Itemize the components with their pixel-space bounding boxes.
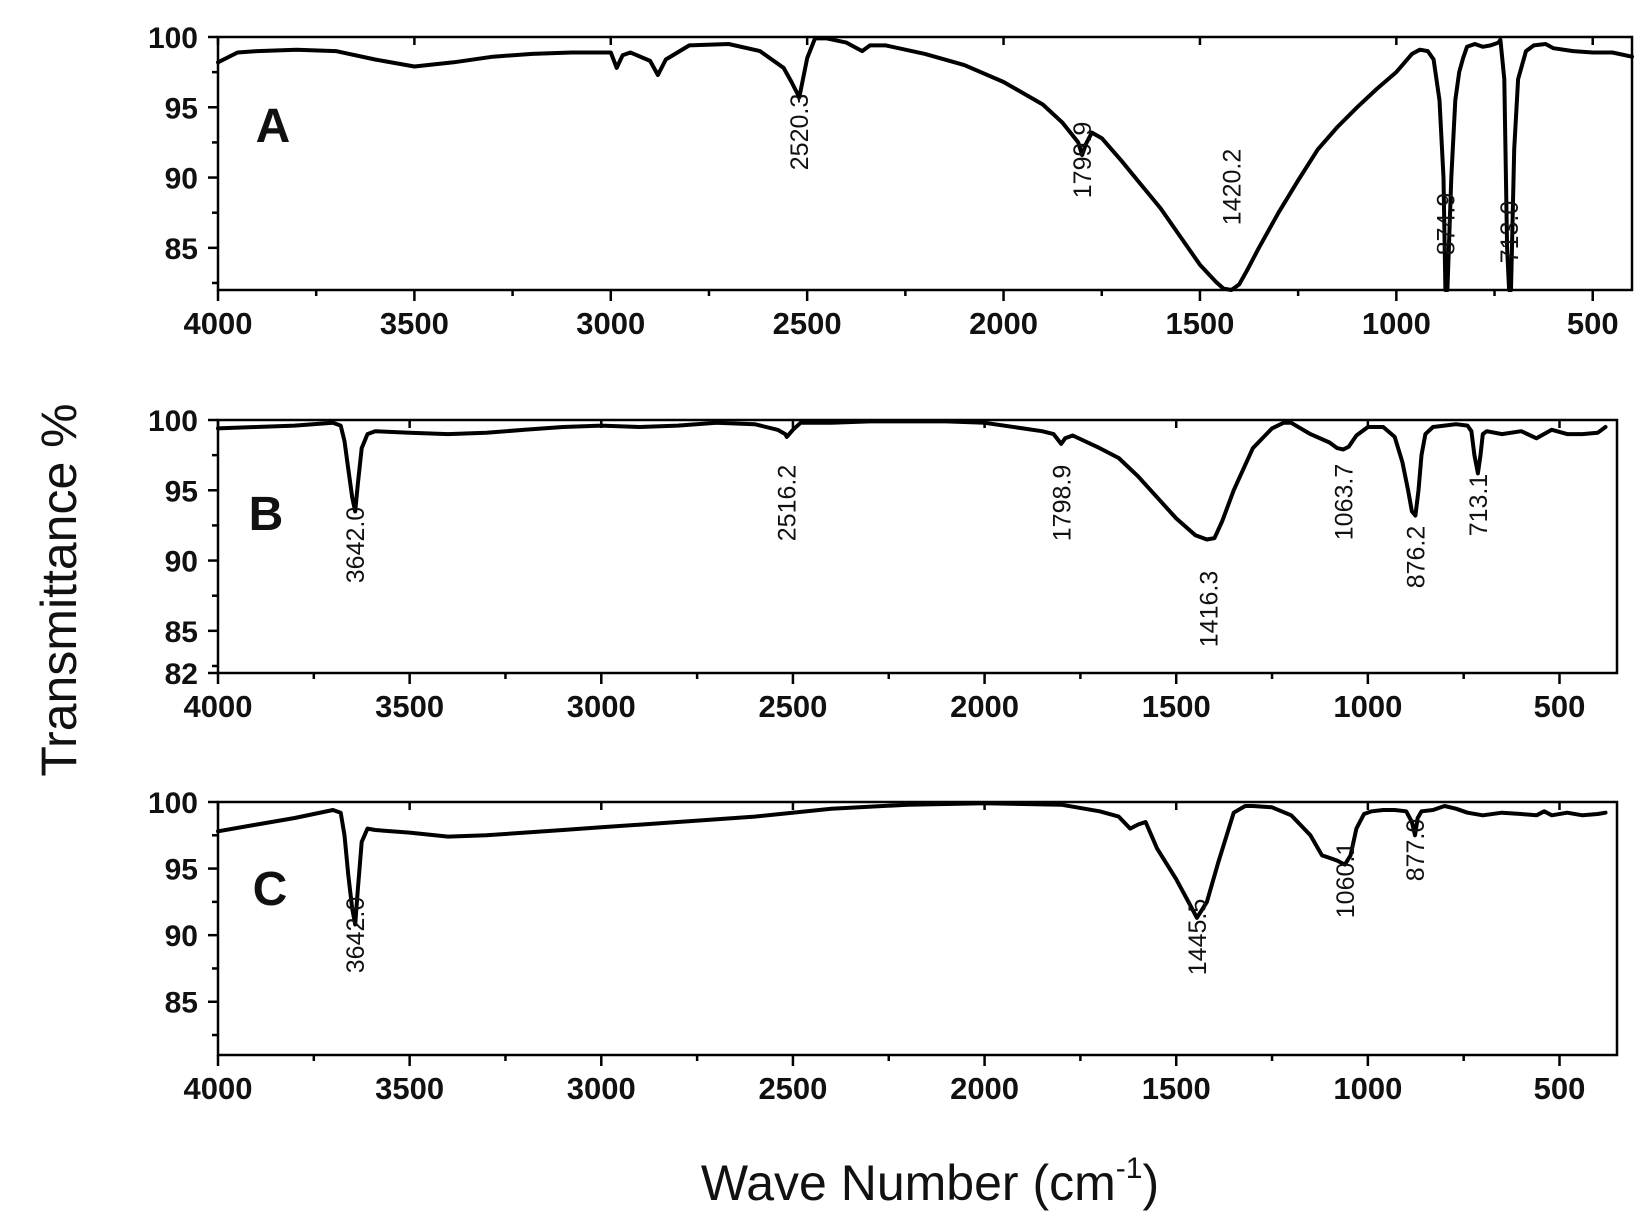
peak-label: 1420.2	[1218, 149, 1246, 225]
x-tick-label: 3000	[567, 1071, 636, 1106]
x-tick-label: 1000	[1333, 1071, 1402, 1106]
x-tick-label: 500	[1534, 1071, 1586, 1106]
peak-label: 713.1	[1465, 474, 1493, 537]
spectrum-line-a	[216, 36, 1634, 292]
x-tick-label: 3500	[375, 1071, 444, 1106]
peak-label: 2520.3	[786, 94, 814, 170]
x-tick-label: 1500	[1142, 689, 1211, 724]
x-axis-title: Wave Number (cm-1)	[701, 1152, 1159, 1211]
x-tick-label: 3500	[380, 306, 449, 341]
peak-label: 1416.3	[1195, 571, 1223, 647]
x-tick-label: 2000	[969, 306, 1038, 341]
x-tick-label: 2500	[758, 1071, 827, 1106]
y-tick-label: 95	[165, 475, 198, 508]
peak-label: 1060.1	[1332, 842, 1360, 918]
x-axis-title-close: )	[1142, 1155, 1159, 1211]
x-tick-label: 4000	[184, 689, 253, 724]
y-tick-label: 95	[165, 854, 198, 887]
peak-label: 876.2	[1402, 526, 1430, 589]
y-tick-label: 85	[165, 987, 198, 1020]
x-tick-label: 1500	[1142, 1071, 1211, 1106]
x-tick-label: 3000	[567, 689, 636, 724]
y-tick-label: 90	[165, 546, 198, 579]
x-tick-label: 2000	[950, 1071, 1019, 1106]
plot-frame	[216, 800, 1619, 1057]
x-axis-title-main: Wave Number (cm	[701, 1155, 1116, 1211]
y-tick-label: 90	[165, 163, 198, 196]
x-tick-label: 3000	[576, 306, 645, 341]
panel-c: 4000 3500 3000 2500 2000 1500 1000 500 100 95 90 85…	[148, 787, 1619, 1106]
x-tick-label: 2500	[758, 689, 827, 724]
panel-letter: B	[249, 488, 284, 541]
y-tick-label: 85	[165, 233, 198, 266]
y-tick-label: 95	[165, 92, 198, 125]
y-tick-label: 100	[148, 22, 198, 55]
y-tick-label: 82	[165, 658, 198, 691]
peak-label: 3642.0	[342, 507, 370, 583]
peak-label: 713.0	[1496, 201, 1524, 264]
y-tick-label: 85	[165, 616, 198, 649]
y-axis-title: Transmittance %	[31, 403, 87, 776]
peak-label: 877.0	[1402, 819, 1430, 882]
y-tick-label: 90	[165, 920, 198, 953]
x-tick-label: 1000	[1333, 689, 1402, 724]
x-tick-label: 500	[1534, 689, 1586, 724]
peak-label: 1445.5	[1184, 899, 1212, 975]
peak-label: 874.9	[1433, 193, 1461, 256]
x-tick-label: 3500	[375, 689, 444, 724]
x-tick-label: 1000	[1362, 306, 1431, 341]
x-tick-label: 1500	[1165, 306, 1234, 341]
peak-label: 1063.7	[1330, 464, 1358, 540]
spectrum-line-b	[216, 419, 1608, 542]
panel-b: 4000 3500 3000 2500 2000 1500 1000 500 100 95 90 85…	[148, 405, 1619, 724]
y-tick-label: 100	[148, 405, 198, 438]
x-tick-label: 2000	[950, 689, 1019, 724]
panel-letter: A	[256, 100, 291, 153]
peak-label: 2516.2	[774, 465, 802, 541]
x-tick-label: 2500	[773, 306, 842, 341]
peak-label: 3642.0	[342, 897, 370, 973]
panel-letter: C	[253, 863, 288, 916]
x-axis-title-exponent: -1	[1116, 1152, 1143, 1185]
x-tick-label: 4000	[184, 1071, 253, 1106]
plot-frame	[216, 35, 1634, 292]
y-tick-label: 100	[148, 787, 198, 820]
x-tick-label: 500	[1567, 306, 1619, 341]
peak-label: 1798.9	[1049, 465, 1077, 541]
x-tick-label: 4000	[184, 306, 253, 341]
panel-a: 4000 3500 3000 2500 2000 1500 1000 500 100 95 90 85…	[148, 22, 1634, 341]
peak-label: 1799.9	[1069, 122, 1097, 198]
spectrum-line-c	[216, 801, 1608, 927]
